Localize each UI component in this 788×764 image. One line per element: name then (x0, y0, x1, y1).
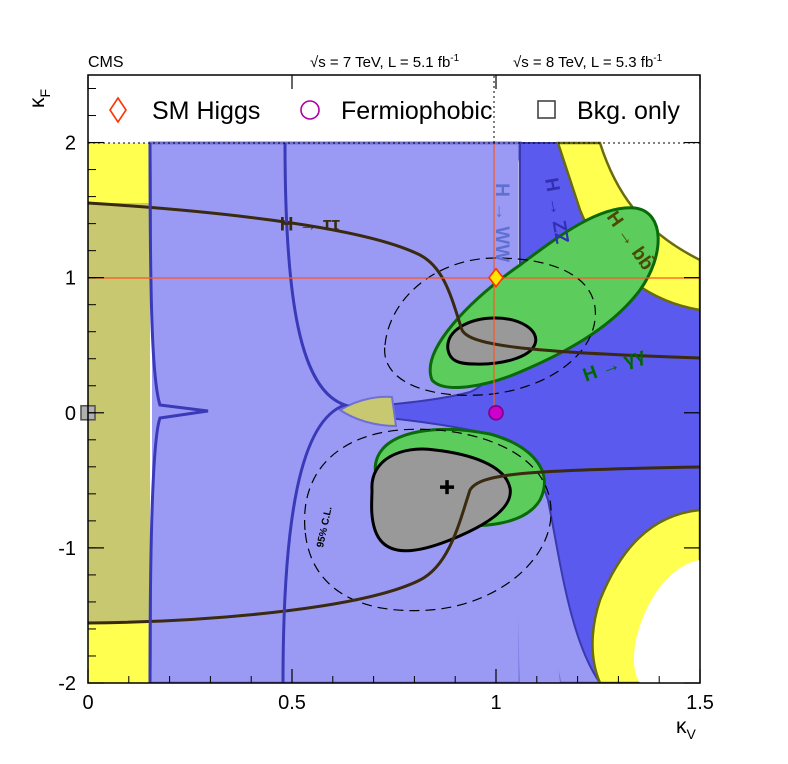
point-best-fit (440, 480, 455, 495)
legend-label-bkg-only: Bkg. only (577, 97, 680, 125)
curve-blue-left (148, 142, 209, 683)
luminosity-label: √s = 7 TeV, L = 5.1 fb-1 √s = 8 TeV, L =… (310, 53, 663, 71)
x-axis-title-sub: V (687, 726, 697, 742)
legend: SM Higgs Fermiophobic Bkg. only (109, 96, 680, 125)
axes: 0 0.5 1 1.5 -2 -1 0 1 2 (58, 75, 714, 714)
region-light-blue-strip (470, 450, 560, 683)
legend-entry-sm-higgs: SM Higgs (109, 96, 260, 125)
svg-text:κV: κV (676, 715, 697, 742)
svg-text:√s = 8 TeV, L = 5.3 fb-1: √s = 8 TeV, L = 5.3 fb-1 (513, 53, 663, 71)
svg-text:κF: κF (26, 89, 53, 108)
legend-diamond-icon (109, 96, 127, 124)
point-fermiophobic (488, 404, 504, 421)
region-gray-upper (446, 316, 538, 366)
lumi-7tev-sup: -1 (450, 53, 459, 64)
legend-square-icon (537, 100, 556, 119)
curve-tautau-lower (88, 465, 700, 625)
curve-tautau-upper (88, 201, 700, 360)
y-tick-label: 2 (65, 133, 76, 155)
x-axis-title: κV (676, 715, 697, 742)
plot-frame (87, 74, 701, 684)
channel-label: H → WW (491, 183, 512, 262)
y-axis-title-sub: F (37, 89, 53, 98)
lumi-8tev-sup: -1 (653, 53, 662, 64)
y-tick-label: -2 (58, 673, 76, 695)
x-tick-label: 1.5 (686, 692, 714, 714)
experiment-label: CMS (88, 54, 124, 71)
point-sm-higgs (487, 267, 505, 288)
region-gray-lower (370, 447, 512, 553)
legend-label-sm-higgs: SM Higgs (152, 97, 260, 125)
y-tick-label: 1 (65, 268, 76, 290)
curve-blue-middle (281, 142, 350, 683)
region-white-bottom-right (633, 560, 700, 683)
y-axis-title-main: κ (26, 97, 49, 108)
y-tick-label: -1 (58, 538, 76, 560)
lumi-7tev-text: √s = 7 TeV, L = 5.1 fb (310, 54, 450, 71)
x-axis-title-main: κ (676, 715, 687, 738)
y-tick-label: 0 (65, 403, 76, 425)
svg-text:√s = 7 TeV, L = 5.1 fb-1: √s = 7 TeV, L = 5.1 fb-1 (310, 53, 460, 71)
legend-circle-icon (300, 100, 320, 120)
region-olive-patch (338, 395, 398, 428)
channel-label: H → ττ (280, 214, 341, 235)
legend-entry-bkg-only: Bkg. only (537, 97, 680, 125)
x-tick-label: 1 (490, 692, 501, 714)
legend-entry-fermiophobic: Fermiophobic (300, 97, 492, 125)
lumi-8tev-text: √s = 8 TeV, L = 5.3 fb (513, 54, 653, 71)
plot-area (88, 75, 700, 683)
legend-label-fermiophobic: Fermiophobic (341, 97, 492, 125)
x-tick-label: 0 (82, 692, 93, 714)
x-tick-label: 0.5 (278, 692, 306, 714)
contour-dashed-upper (384, 257, 596, 396)
y-axis-title: κF (26, 89, 53, 108)
